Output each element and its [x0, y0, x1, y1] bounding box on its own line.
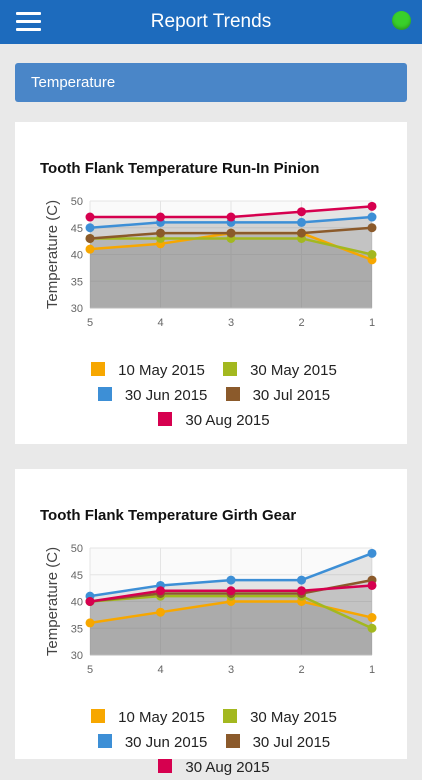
- legend-item[interactable]: 30 Aug 2015: [158, 412, 283, 429]
- chart-title: Tooth Flank Temperature Girth Gear: [40, 507, 297, 524]
- data-point: [367, 223, 377, 233]
- chart-card-girth-gear: Tooth Flank Temperature Girth Gear 50 45 4…: [15, 469, 407, 776]
- y-axis-label: Temperature (C): [44, 200, 61, 309]
- series-area: [90, 238, 372, 308]
- chart-legend: 10 May 2015 30 May 2015 30 Jun 2015 30 J…: [55, 705, 387, 780]
- legend-label: 30 Jun 2015: [124, 387, 208, 404]
- legend-label: 10 May 2015: [118, 362, 205, 379]
- data-point: [297, 228, 306, 238]
- data-point: [367, 580, 377, 590]
- chart-legend: 10 May 2015 30 May 2015 30 Jun 2015 30 J…: [55, 358, 387, 433]
- data-point: [156, 212, 165, 222]
- y-axis-label: Temperature (C): [44, 547, 61, 656]
- legend-label: 30 Jul 2015: [252, 387, 331, 404]
- legend-item[interactable]: 30 Jul 2015: [225, 734, 345, 751]
- legend-label: 30 May 2015: [250, 362, 337, 379]
- legend-swatch-icon: [158, 412, 173, 426]
- y-tick-label: 45: [71, 223, 83, 235]
- data-point: [297, 217, 306, 227]
- data-point: [85, 233, 95, 243]
- y-tick-label: 35: [71, 276, 83, 288]
- x-tick-label: 3: [228, 664, 234, 676]
- chart-title: Tooth Flank Temperature Run-In Pinion: [40, 160, 320, 177]
- legend-label: 30 Jun 2015: [124, 734, 208, 751]
- data-point: [226, 575, 236, 585]
- legend-swatch-icon: [97, 387, 112, 401]
- legend-item[interactable]: 10 May 2015: [91, 709, 219, 726]
- data-point: [367, 548, 377, 558]
- data-point: [297, 207, 306, 217]
- data-point: [85, 244, 95, 254]
- y-tick-label: 35: [71, 623, 83, 635]
- chart-card-run-in-pinion: Tooth Flank Temperature Run-In Pinion 50…: [15, 122, 407, 444]
- data-point: [85, 212, 95, 222]
- data-point: [226, 228, 236, 238]
- legend-swatch-icon: [225, 387, 240, 401]
- x-tick-label: 5: [87, 664, 93, 676]
- legend-item[interactable]: 30 Jul 2015: [225, 387, 345, 404]
- legend-item[interactable]: 30 Jun 2015: [97, 734, 222, 751]
- legend-label: 30 Jul 2015: [252, 734, 331, 751]
- hamburger-menu-icon[interactable]: [16, 12, 41, 32]
- data-point: [226, 212, 236, 222]
- legend-label: 10 May 2015: [118, 709, 205, 726]
- y-tick-label: 30: [71, 650, 83, 662]
- data-point: [85, 223, 95, 233]
- x-tick-label: 4: [157, 317, 163, 329]
- y-tick-label: 30: [71, 303, 83, 315]
- legend-item[interactable]: 30 May 2015: [223, 362, 351, 379]
- top-bar: Report Trends: [0, 0, 422, 44]
- y-tick-label: 50: [71, 196, 83, 208]
- legend-label: 30 Aug 2015: [185, 759, 270, 776]
- legend-label: 30 May 2015: [250, 709, 337, 726]
- y-tick-label: 45: [71, 570, 83, 582]
- data-point: [156, 607, 165, 617]
- legend-item[interactable]: 10 May 2015: [91, 362, 219, 379]
- data-point: [367, 250, 377, 259]
- legend-item[interactable]: 30 May 2015: [223, 709, 351, 726]
- data-point: [85, 597, 95, 606]
- legend-item[interactable]: 30 Aug 2015: [158, 759, 283, 776]
- data-point: [367, 613, 377, 623]
- status-indicator-icon: [392, 11, 411, 30]
- data-point: [226, 586, 236, 596]
- x-tick-label: 5: [87, 317, 93, 329]
- legend-swatch-icon: [91, 362, 106, 376]
- legend-swatch-icon: [97, 734, 112, 748]
- legend-label: 30 Aug 2015: [185, 412, 270, 429]
- y-tick-label: 40: [71, 250, 83, 262]
- data-point: [367, 623, 377, 633]
- series-area: [90, 233, 372, 308]
- data-point: [297, 586, 306, 596]
- line-chart-girth-gear: 50 45 40 35 30 5 4 3 2 1 Temperature (C): [44, 543, 377, 676]
- data-point: [367, 201, 377, 211]
- data-point: [297, 575, 306, 585]
- data-point: [367, 212, 377, 222]
- y-tick-label: 40: [71, 597, 83, 609]
- legend-swatch-icon: [225, 734, 240, 748]
- page-title: Report Trends: [150, 11, 272, 32]
- x-tick-label: 4: [157, 664, 163, 676]
- legend-item[interactable]: 30 Jun 2015: [97, 387, 222, 404]
- section-header-temperature[interactable]: Temperature: [15, 63, 407, 102]
- data-point: [85, 618, 95, 628]
- legend-swatch-icon: [223, 362, 238, 376]
- data-point: [156, 586, 165, 596]
- legend-swatch-icon: [91, 709, 106, 723]
- line-chart-run-in-pinion: 50 45 40 35 30 5 4 3 2 1 Temperature (C): [44, 196, 377, 329]
- x-tick-label: 3: [228, 317, 234, 329]
- legend-swatch-icon: [158, 759, 173, 773]
- x-tick-label: 2: [298, 664, 304, 676]
- y-tick-label: 50: [71, 543, 83, 555]
- x-tick-label: 1: [369, 664, 375, 676]
- data-point: [156, 228, 165, 238]
- x-tick-label: 2: [298, 317, 304, 329]
- x-tick-label: 1: [369, 317, 375, 329]
- legend-swatch-icon: [223, 709, 238, 723]
